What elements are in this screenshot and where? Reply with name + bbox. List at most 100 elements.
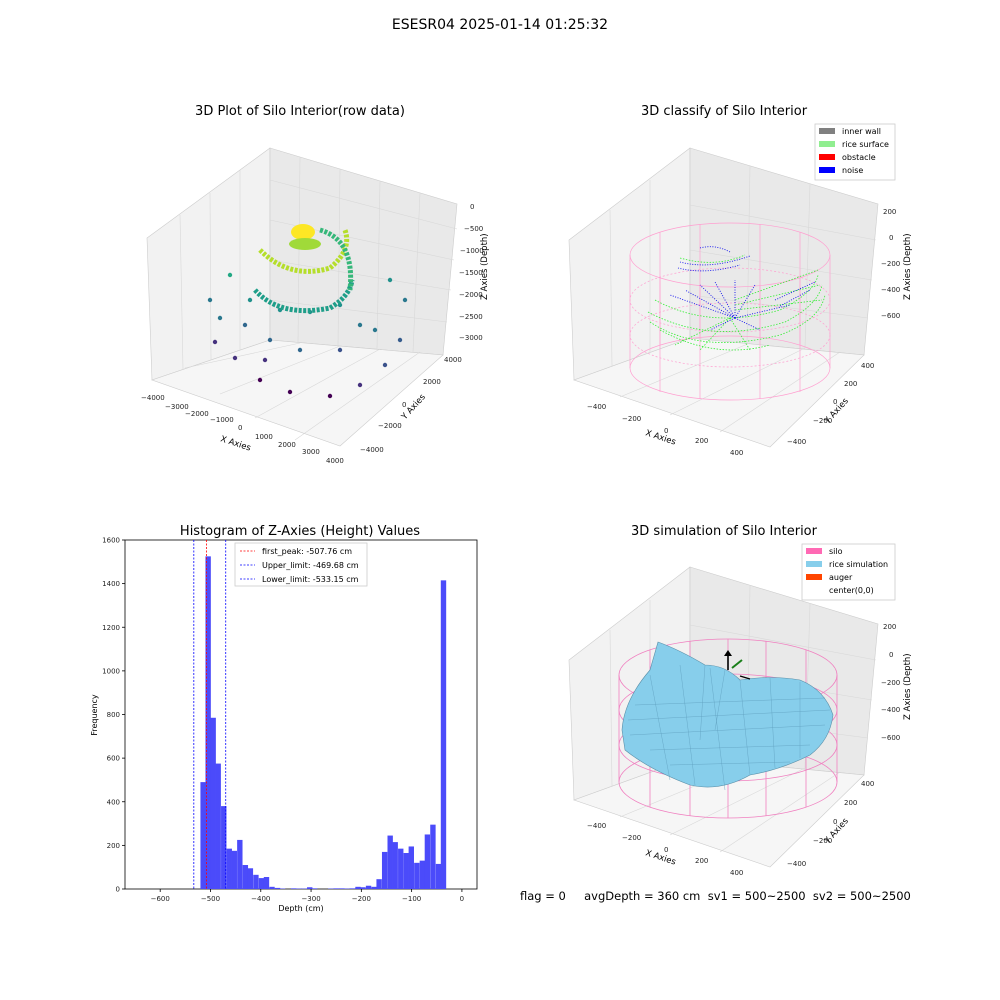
- panel4-xtick: 400: [730, 869, 743, 877]
- histogram-bar: [258, 878, 265, 889]
- histogram-bar: [392, 842, 398, 889]
- panel2-ytick: −400: [787, 438, 806, 446]
- legend-swatch: [806, 548, 822, 554]
- panel4-rice-surface: [621, 641, 834, 791]
- panel2-rice-surface: [647, 254, 826, 351]
- panel1-ztick: −1000: [460, 247, 484, 255]
- panel4-xticks: −400 −200 0 200 400: [587, 822, 743, 877]
- panel2-legend-item: inner wall: [819, 127, 881, 136]
- y-tick-label: 1600: [102, 537, 120, 545]
- panel1-xtick: −4000: [141, 394, 165, 402]
- panel1-ztick: −3000: [459, 334, 483, 342]
- histogram-bar: [355, 886, 361, 889]
- panel1-xtick: 4000: [326, 457, 344, 465]
- panel4-xtick: −400: [587, 822, 606, 830]
- panel2-xticks: −400 −200 0 200 400: [587, 403, 743, 457]
- panel2-xtick: 0: [664, 427, 668, 435]
- legend-label: rice simulation: [829, 560, 888, 569]
- figure-suptitle: ESESR04 2025-01-14 01:25:32: [391, 17, 609, 33]
- panel1-ztick: −2500: [459, 313, 483, 321]
- panel4-yticks: −400 −200 0 200 400: [787, 780, 874, 868]
- histogram-bar: [349, 888, 356, 889]
- legend-label: Lower_limit: -533.15 cm: [262, 575, 359, 584]
- panel3-legend-item: Lower_limit: -533.15 cm: [240, 575, 359, 584]
- panel4-title: 3D simulation of Silo Interior: [631, 524, 817, 539]
- panel4-ztick: −600: [881, 734, 900, 742]
- panel1-xtick: 1000: [255, 433, 273, 441]
- panel3-legend-item: Upper_limit: -469.68 cm: [240, 561, 359, 570]
- panel2-ytick: −200: [813, 417, 832, 425]
- panel4-zticks: 200 0 −200 −400 −600: [881, 623, 900, 742]
- histogram-bar: [430, 824, 436, 889]
- panel4-zlabel: Z Axies (Depth): [903, 653, 913, 720]
- panel2-gridlines: [609, 165, 877, 433]
- legend-label: rice surface: [842, 140, 889, 149]
- legend-swatch: [819, 128, 835, 134]
- panel2-axes-box: [568, 147, 879, 448]
- panel1-top-cluster: [291, 224, 315, 240]
- histogram-bar: [408, 846, 414, 889]
- x-tick-label: −300: [301, 895, 320, 903]
- panel2-ztick: 200: [883, 208, 896, 216]
- panel2-noise: [669, 246, 816, 331]
- panel1-ytick: −2000: [378, 422, 402, 430]
- y-tick-label: 400: [107, 798, 120, 806]
- histogram-bar: [339, 888, 345, 889]
- panel2-zticks: 200 0 −200 −400 −600: [881, 208, 900, 320]
- panel1-yticks: −4000 −2000 0 2000 4000: [360, 356, 462, 454]
- panel2-legend-item: rice surface: [819, 140, 889, 149]
- x-tick-label: 0: [460, 895, 464, 903]
- legend-label: Upper_limit: -469.68 cm: [262, 561, 359, 570]
- legend-swatch: [819, 167, 835, 173]
- panel4-ytick: −200: [813, 837, 832, 845]
- histogram-bar: [205, 556, 211, 889]
- panel1-xticks: −4000 −3000 −2000 −1000 0 1000 2000 3000…: [141, 394, 344, 465]
- panel1-axes-box: [146, 147, 458, 447]
- histogram-bar: [435, 863, 442, 889]
- y-tick-label: 1000: [102, 667, 120, 675]
- panel1-ytick: 2000: [423, 378, 441, 386]
- y-tick-label: 0: [116, 886, 120, 894]
- panel1-ztick: 0: [470, 203, 474, 211]
- legend-swatch: [806, 587, 822, 593]
- panel2-xtick: 400: [730, 449, 743, 457]
- panel3-xlabel: Depth (cm): [278, 904, 323, 913]
- panel4-ztick: −400: [881, 706, 900, 714]
- histogram-bar: [398, 848, 404, 889]
- legend-swatch: [819, 154, 835, 160]
- panel1-ring-side: [319, 227, 354, 291]
- legend-label: inner wall: [842, 127, 881, 136]
- histogram-bar: [263, 877, 270, 889]
- legend-swatch: [806, 574, 822, 580]
- panel1-title: 3D Plot of Silo Interior(row data): [195, 104, 405, 119]
- x-tick-label: −400: [251, 895, 270, 903]
- status-footer: flag = 0 avgDepth = 360 cm sv1 = 500~250…: [520, 889, 911, 903]
- panel4-xlabel: X Axies: [644, 848, 677, 867]
- panel1-xtick: 3000: [302, 448, 320, 456]
- y-tick-label: 600: [107, 755, 120, 763]
- panel4-auger-marker: [724, 650, 751, 680]
- panel1-xtick: −1000: [210, 416, 234, 424]
- panel4-ztick: 200: [883, 623, 896, 631]
- panel2-zlabel: Z Axies (Depth): [903, 233, 913, 300]
- panel4-xtick: 200: [695, 857, 708, 865]
- panel2-xlabel: X Axies: [644, 428, 677, 447]
- histogram-bar: [365, 885, 372, 889]
- panel1-ytick: −4000: [360, 446, 384, 454]
- panel4-legend-item: rice simulation: [806, 560, 888, 569]
- histogram-bar: [231, 850, 237, 889]
- histogram-bar: [333, 888, 340, 889]
- panel4-ytick: −400: [787, 860, 806, 868]
- panel2-ytick: 200: [844, 380, 857, 388]
- histogram-bar: [237, 839, 243, 889]
- panel1-xtick: 0: [238, 424, 242, 432]
- panel2-ytick: 400: [861, 362, 874, 370]
- panel4-legend-item: center(0,0): [806, 586, 874, 595]
- panel4-ytick: 0: [833, 818, 837, 826]
- panel4-ytick: 400: [861, 780, 874, 788]
- panel3-legend-item: first_peak: -507.76 cm: [240, 547, 352, 556]
- panel1-ztick: −500: [464, 225, 483, 233]
- histogram-bar: [414, 862, 420, 889]
- histogram-bar: [376, 879, 382, 889]
- legend-label: silo: [829, 547, 843, 556]
